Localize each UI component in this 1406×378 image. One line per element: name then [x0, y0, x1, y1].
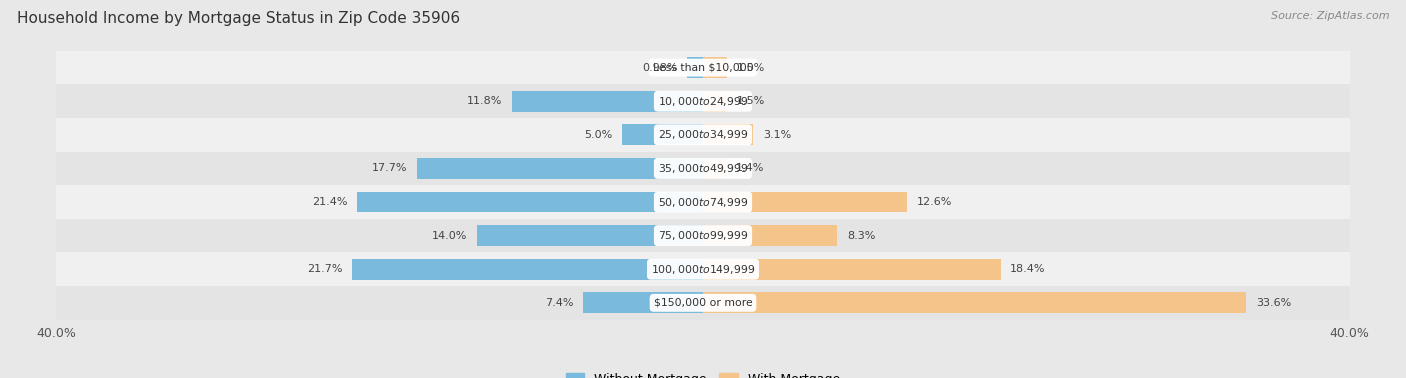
Bar [56, 185, 1350, 219]
Bar [688, 57, 703, 78]
Bar [56, 219, 1350, 253]
Bar [56, 286, 1350, 320]
Bar [703, 91, 727, 112]
Text: 21.4%: 21.4% [312, 197, 347, 207]
Bar [703, 293, 1246, 313]
Bar [56, 84, 1350, 118]
Text: 5.0%: 5.0% [585, 130, 613, 140]
Bar [357, 192, 703, 212]
Bar [703, 259, 1001, 280]
Text: 11.8%: 11.8% [467, 96, 502, 106]
Bar [477, 225, 703, 246]
Text: $50,000 to $74,999: $50,000 to $74,999 [658, 195, 748, 209]
Text: $150,000 or more: $150,000 or more [654, 298, 752, 308]
Bar [703, 124, 754, 145]
Bar [56, 51, 1350, 84]
Text: 8.3%: 8.3% [846, 231, 876, 241]
Bar [352, 259, 703, 280]
Bar [703, 57, 727, 78]
Bar [621, 124, 703, 145]
Text: 1.4%: 1.4% [735, 163, 763, 174]
Text: 1.5%: 1.5% [737, 96, 765, 106]
Bar [56, 118, 1350, 152]
Text: 3.1%: 3.1% [763, 130, 792, 140]
Text: Household Income by Mortgage Status in Zip Code 35906: Household Income by Mortgage Status in Z… [17, 11, 460, 26]
Text: $35,000 to $49,999: $35,000 to $49,999 [658, 162, 748, 175]
Text: Less than $10,000: Less than $10,000 [652, 63, 754, 73]
Bar [56, 152, 1350, 185]
Legend: Without Mortgage, With Mortgage: Without Mortgage, With Mortgage [561, 368, 845, 378]
Bar [583, 293, 703, 313]
Bar [703, 192, 907, 212]
Text: 21.7%: 21.7% [307, 264, 343, 274]
Text: 17.7%: 17.7% [371, 163, 408, 174]
Bar [703, 225, 837, 246]
Text: 0.98%: 0.98% [643, 63, 678, 73]
Text: $10,000 to $24,999: $10,000 to $24,999 [658, 95, 748, 108]
Bar [703, 158, 725, 179]
Bar [512, 91, 703, 112]
Text: $25,000 to $34,999: $25,000 to $34,999 [658, 128, 748, 141]
Text: $75,000 to $99,999: $75,000 to $99,999 [658, 229, 748, 242]
Text: Source: ZipAtlas.com: Source: ZipAtlas.com [1271, 11, 1389, 21]
Bar [56, 253, 1350, 286]
Bar [416, 158, 703, 179]
Text: $100,000 to $149,999: $100,000 to $149,999 [651, 263, 755, 276]
Text: 18.4%: 18.4% [1010, 264, 1046, 274]
Text: 12.6%: 12.6% [917, 197, 952, 207]
Text: 1.5%: 1.5% [737, 63, 765, 73]
Text: 7.4%: 7.4% [546, 298, 574, 308]
Text: 14.0%: 14.0% [432, 231, 467, 241]
Text: 33.6%: 33.6% [1256, 298, 1291, 308]
